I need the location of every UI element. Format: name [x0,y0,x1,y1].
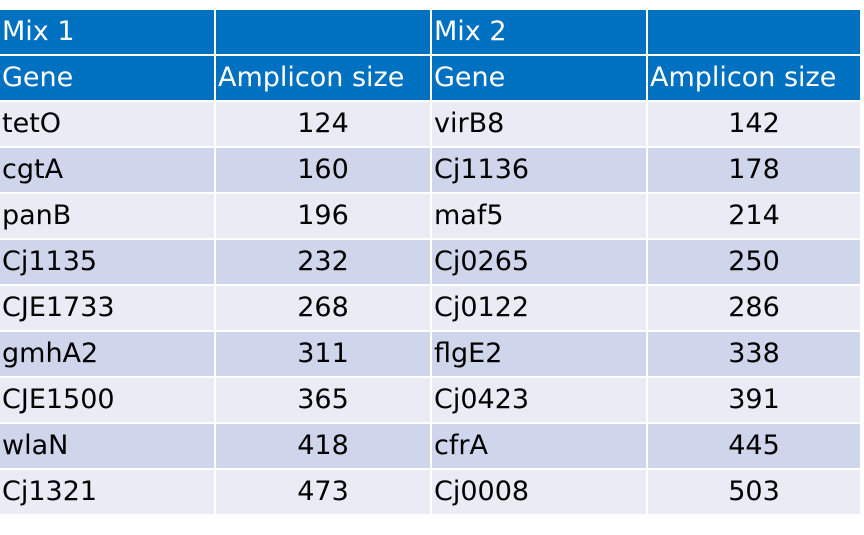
mix2-gene-cell: maf5 [432,194,648,240]
mix2-size-cell: 214 [648,194,860,240]
mix1-size-cell: 473 [216,470,432,516]
mix1-amplicon-header: Amplicon size [216,56,432,102]
mix1-size-cell: 418 [216,424,432,470]
mix2-header: Mix 2 [432,10,648,56]
mix2-gene-cell: Cj0122 [432,286,648,332]
mix1-header: Mix 1 [0,10,216,56]
mix1-size-cell: 268 [216,286,432,332]
mix1-size-cell: 232 [216,240,432,286]
mix1-gene-cell: gmhA2 [0,332,216,378]
table-row: Cj1135 232 Cj0265 250 [0,240,860,286]
mix2-size-cell: 338 [648,332,860,378]
mix2-gene-cell: cfrA [432,424,648,470]
mix2-size-cell: 142 [648,102,860,148]
mix1-gene-cell: tetO [0,102,216,148]
table-row: wlaN 418 cfrA 445 [0,424,860,470]
mix2-gene-cell: virB8 [432,102,648,148]
mix2-gene-cell: Cj0423 [432,378,648,424]
mix2-size-cell: 250 [648,240,860,286]
table-row: tetO 124 virB8 142 [0,102,860,148]
mix1-size-cell: 196 [216,194,432,240]
amplicon-table: Mix 1 Mix 2 Gene Amplicon size Gene Ampl… [0,10,860,516]
mix1-gene-cell: Cj1135 [0,240,216,286]
mix2-header-blank [648,10,860,56]
table-row: CJE1733 268 Cj0122 286 [0,286,860,332]
mix2-size-cell: 391 [648,378,860,424]
mix2-gene-cell: Cj0008 [432,470,648,516]
mix1-size-cell: 124 [216,102,432,148]
mix1-size-cell: 365 [216,378,432,424]
mix1-gene-cell: cgtA [0,148,216,194]
mix1-header-blank [216,10,432,56]
mix1-gene-cell: CJE1500 [0,378,216,424]
mix2-gene-cell: flgE2 [432,332,648,378]
mix1-gene-header: Gene [0,56,216,102]
mix1-gene-cell: Cj1321 [0,470,216,516]
column-header-row: Gene Amplicon size Gene Amplicon size [0,56,860,102]
table-row: Cj1321 473 Cj0008 503 [0,470,860,516]
table-row: cgtA 160 Cj1136 178 [0,148,860,194]
mix2-size-cell: 503 [648,470,860,516]
mix2-gene-cell: Cj1136 [432,148,648,194]
table-row: panB 196 maf5 214 [0,194,860,240]
mix1-gene-cell: CJE1733 [0,286,216,332]
mix1-size-cell: 311 [216,332,432,378]
mix1-gene-cell: wlaN [0,424,216,470]
mix2-gene-cell: Cj0265 [432,240,648,286]
mix-header-row: Mix 1 Mix 2 [0,10,860,56]
mix1-gene-cell: panB [0,194,216,240]
table-row: CJE1500 365 Cj0423 391 [0,378,860,424]
table-row: gmhA2 311 flgE2 338 [0,332,860,378]
mix2-gene-header: Gene [432,56,648,102]
mix2-amplicon-header: Amplicon size [648,56,860,102]
mix2-size-cell: 286 [648,286,860,332]
mix2-size-cell: 178 [648,148,860,194]
mix1-size-cell: 160 [216,148,432,194]
mix2-size-cell: 445 [648,424,860,470]
